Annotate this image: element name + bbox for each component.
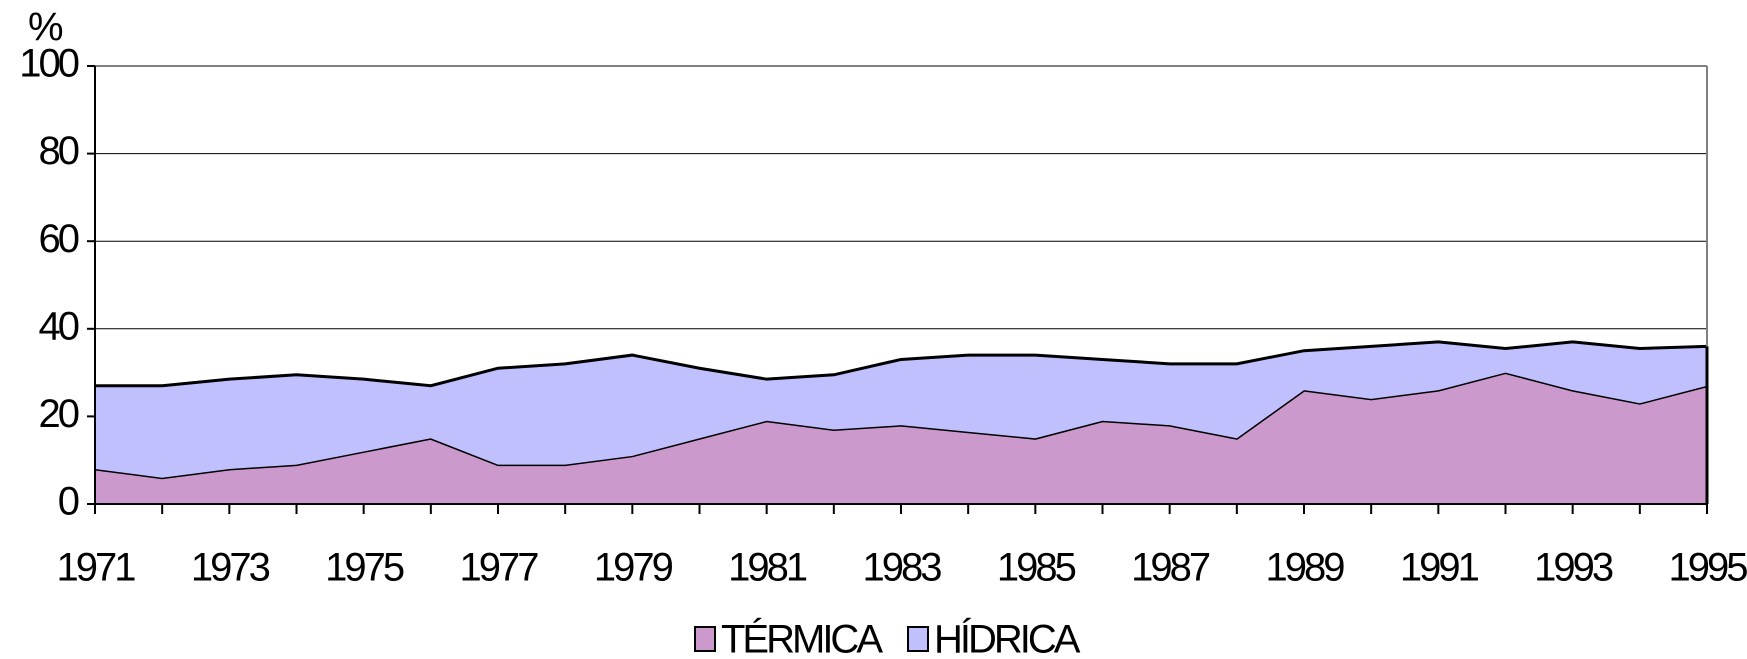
x-tick-label: 1993 — [1534, 546, 1613, 590]
x-tick-label: 1985 — [997, 546, 1076, 590]
x-tick-label: 1975 — [325, 546, 404, 590]
x-tick-label: 1987 — [1131, 546, 1210, 590]
area — [95, 372, 1707, 504]
x-tick-label: 1989 — [1266, 546, 1345, 590]
y-tick-label: 40 — [39, 304, 79, 348]
x-tick-label: 1971 — [57, 546, 136, 590]
legend-label: TÉRMICA — [721, 617, 883, 659]
y-tick-label: 80 — [39, 129, 79, 173]
x-tick-label: 1983 — [863, 546, 942, 590]
area — [95, 341, 1707, 478]
legend-label: HÍDRICA — [934, 617, 1081, 659]
x-tick-label: 1973 — [191, 546, 270, 590]
y-axis-label: % — [28, 6, 63, 50]
y-tick-label: 60 — [39, 217, 79, 261]
area-edge — [95, 340, 1708, 388]
y-tick-label: 0 — [58, 480, 79, 524]
x-tick-label: 1991 — [1400, 546, 1479, 590]
y-tick-label: 20 — [39, 392, 79, 436]
legend-swatch — [907, 626, 929, 652]
x-tick-label: 1981 — [728, 546, 807, 590]
legend-swatch — [694, 626, 716, 652]
x-tick-label: 1977 — [460, 546, 539, 590]
x-tick-label: 1979 — [594, 546, 673, 590]
x-tick-label: 1995 — [1669, 546, 1747, 590]
y-tick-label: 100 — [19, 42, 78, 86]
